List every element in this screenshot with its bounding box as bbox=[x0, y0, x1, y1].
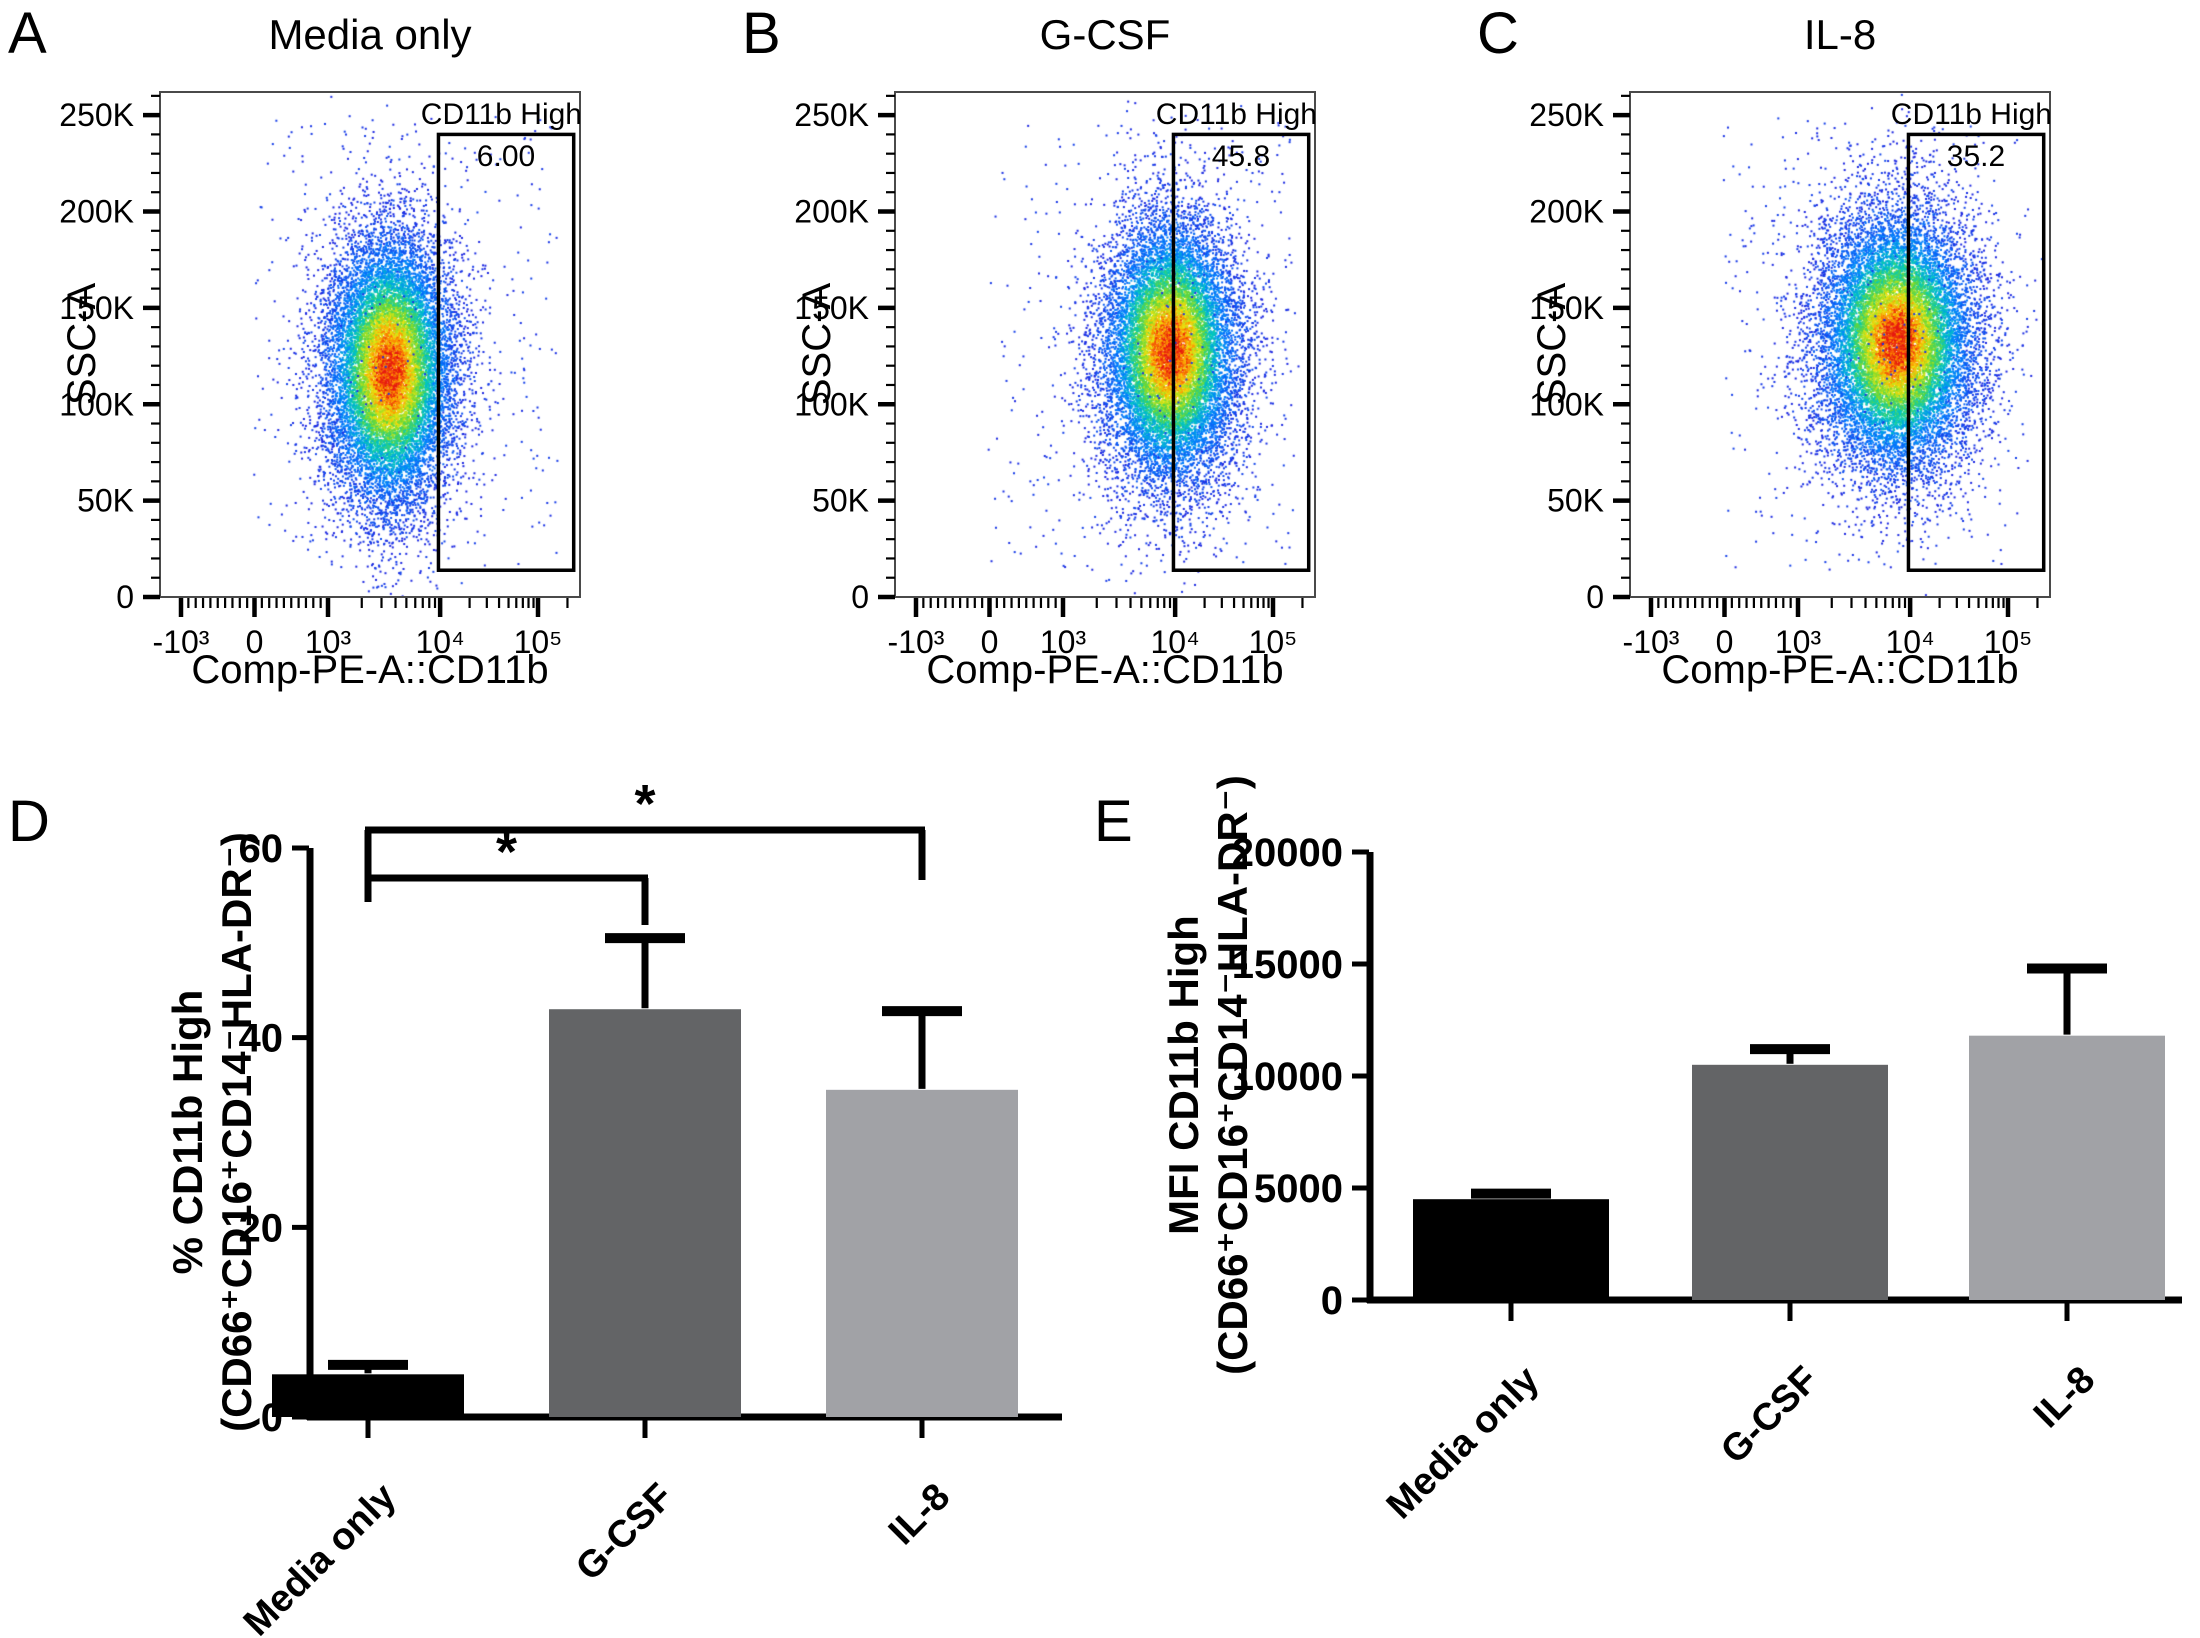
scatter-density-plot bbox=[160, 92, 580, 597]
y-tick-label: 50K bbox=[812, 483, 869, 519]
scatter-density-plot bbox=[895, 92, 1315, 597]
gate-rectangle bbox=[436, 132, 576, 572]
flow-panel-gcsf: G-CSF SSC-A 0 50K 100K 150K 200K 250K -10³ 0 10³… bbox=[755, 0, 1465, 700]
sig-asterisk: * bbox=[496, 822, 517, 882]
x-tick-label: 10⁴ bbox=[1885, 624, 1934, 660]
bar-il-8 bbox=[1969, 1035, 2165, 1300]
y-tick-label: 20 bbox=[239, 1206, 284, 1250]
x-axis-label: Comp-PE-A::CD11b bbox=[926, 648, 1284, 692]
gate-label: CD11b High bbox=[1155, 98, 1317, 131]
y-tick-label: 150K bbox=[59, 290, 134, 326]
y-tick-label: 200K bbox=[1529, 194, 1604, 230]
x-axis-label: Comp-PE-A::CD11b bbox=[1661, 648, 2019, 692]
x-tick-label: -10³ bbox=[153, 624, 210, 660]
y-tick-label: 100K bbox=[794, 386, 869, 422]
bar-chart-mfi-cd11b-high: 0 5000 10000 15000 20000 Media only G-CSF IL-8 bbox=[1232, 831, 2182, 1528]
plot-border bbox=[894, 91, 1316, 598]
category-label: Media only bbox=[1379, 1359, 1548, 1528]
x-tick-label: 10⁵ bbox=[1984, 624, 2033, 660]
gate-percent-value: 6.00 bbox=[476, 140, 536, 173]
panel-letter-b: B bbox=[742, 1, 781, 66]
panel-letter-e: E bbox=[1094, 789, 1133, 854]
gate-label: CD11b High bbox=[420, 98, 582, 131]
y-tick-label: 60 bbox=[239, 827, 284, 871]
x-tick-label: 10³ bbox=[1775, 624, 1822, 660]
panel-letter-d: D bbox=[8, 789, 50, 854]
y-tick-label: 15000 bbox=[1232, 943, 1343, 987]
gate-percent-value: 45.8 bbox=[1211, 140, 1271, 173]
plot-title: Media only bbox=[268, 11, 472, 58]
plot-title: IL-8 bbox=[1803, 11, 1877, 58]
x-tick-label: 10⁵ bbox=[514, 624, 563, 660]
x-tick-label: 10⁴ bbox=[1150, 624, 1199, 660]
x-tick-label: 10³ bbox=[1040, 624, 1087, 660]
category-label: IL-8 bbox=[881, 1476, 958, 1553]
gate-rectangle bbox=[1171, 132, 1311, 572]
category-label: G-CSF bbox=[1713, 1359, 1826, 1472]
y-tick-label: 150K bbox=[1529, 290, 1604, 326]
bar-media-only bbox=[272, 1374, 464, 1417]
category-label: IL-8 bbox=[2026, 1359, 2103, 1436]
x-tick-label: 10³ bbox=[305, 624, 352, 660]
bar-g-csf bbox=[549, 1009, 741, 1417]
category-label: G-CSF bbox=[568, 1476, 681, 1589]
y-tick-label: 0 bbox=[851, 579, 869, 615]
x-tick-label: -10³ bbox=[888, 624, 945, 660]
y-tick-label: 0 bbox=[1321, 1279, 1343, 1323]
axes-overlay: 0 50K 100K 150K 200K 250K -10³ 0 10³ 10⁴ 10⁵ bbox=[1529, 91, 2051, 660]
gate-rectangle bbox=[1906, 132, 2046, 572]
x-tick-label: 0 bbox=[981, 624, 999, 660]
x-tick-label: 0 bbox=[246, 624, 264, 660]
y-tick-label: 10000 bbox=[1232, 1055, 1343, 1099]
scatter-density-plot bbox=[1630, 92, 2050, 597]
plot-border bbox=[1629, 91, 2051, 598]
y-tick-label: 150K bbox=[794, 290, 869, 326]
y-tick-label: 100K bbox=[1529, 386, 1604, 422]
y-tick-label: 50K bbox=[1547, 483, 1604, 519]
x-tick-label: 0 bbox=[1716, 624, 1734, 660]
x-tick-label: 10⁵ bbox=[1249, 624, 1298, 660]
y-tick-label: 200K bbox=[59, 194, 134, 230]
y-tick-label: 20000 bbox=[1232, 831, 1343, 875]
y-tick-label: 5000 bbox=[1254, 1167, 1343, 1211]
bar-il-8 bbox=[826, 1089, 1018, 1417]
x-tick-label: -10³ bbox=[1623, 624, 1680, 660]
bar-g-csf bbox=[1692, 1064, 1888, 1300]
gate-percent-value: 35.2 bbox=[1946, 140, 2006, 173]
flow-panel-media-only: Media only SSC-A 0 50K 100K 150K 200K 250K -10… bbox=[20, 0, 730, 700]
bar-media-only bbox=[1413, 1199, 1609, 1300]
x-axis-label: Comp-PE-A::CD11b bbox=[191, 648, 549, 692]
axes-overlay: 0 50K 100K 150K 200K 250K -10³ 0 10³ 10⁴ 10⁵ bbox=[59, 91, 581, 660]
plot-border bbox=[159, 91, 581, 598]
flow-panel-il8: IL-8 SSC-A 0 50K 100K 150K 200K 250K -10³ 0 10³ 1… bbox=[1490, 0, 2200, 700]
plot-title: G-CSF bbox=[1039, 11, 1171, 58]
y-tick-label: 0 bbox=[1586, 579, 1604, 615]
x-tick-label: 10⁴ bbox=[415, 624, 464, 660]
y-tick-label: 250K bbox=[1529, 97, 1604, 133]
y-tick-label: 200K bbox=[794, 194, 869, 230]
y-tick-label: 0 bbox=[116, 579, 134, 615]
y-tick-label: 250K bbox=[59, 97, 134, 133]
sig-asterisk: * bbox=[634, 780, 655, 834]
y-tick-label: 50K bbox=[77, 483, 134, 519]
panel-letter-c: C bbox=[1477, 1, 1519, 66]
gate-label: CD11b High bbox=[1890, 98, 2052, 131]
y-tick-label: 40 bbox=[239, 1017, 284, 1061]
axes-overlay: 0 50K 100K 150K 200K 250K -10³ 0 10³ 10⁴ 10⁵ bbox=[794, 91, 1316, 660]
y-tick-label: 100K bbox=[59, 386, 134, 422]
y-tick-label: 250K bbox=[794, 97, 869, 133]
panel-letter-a: A bbox=[8, 1, 47, 66]
category-label: Media only bbox=[236, 1476, 405, 1638]
